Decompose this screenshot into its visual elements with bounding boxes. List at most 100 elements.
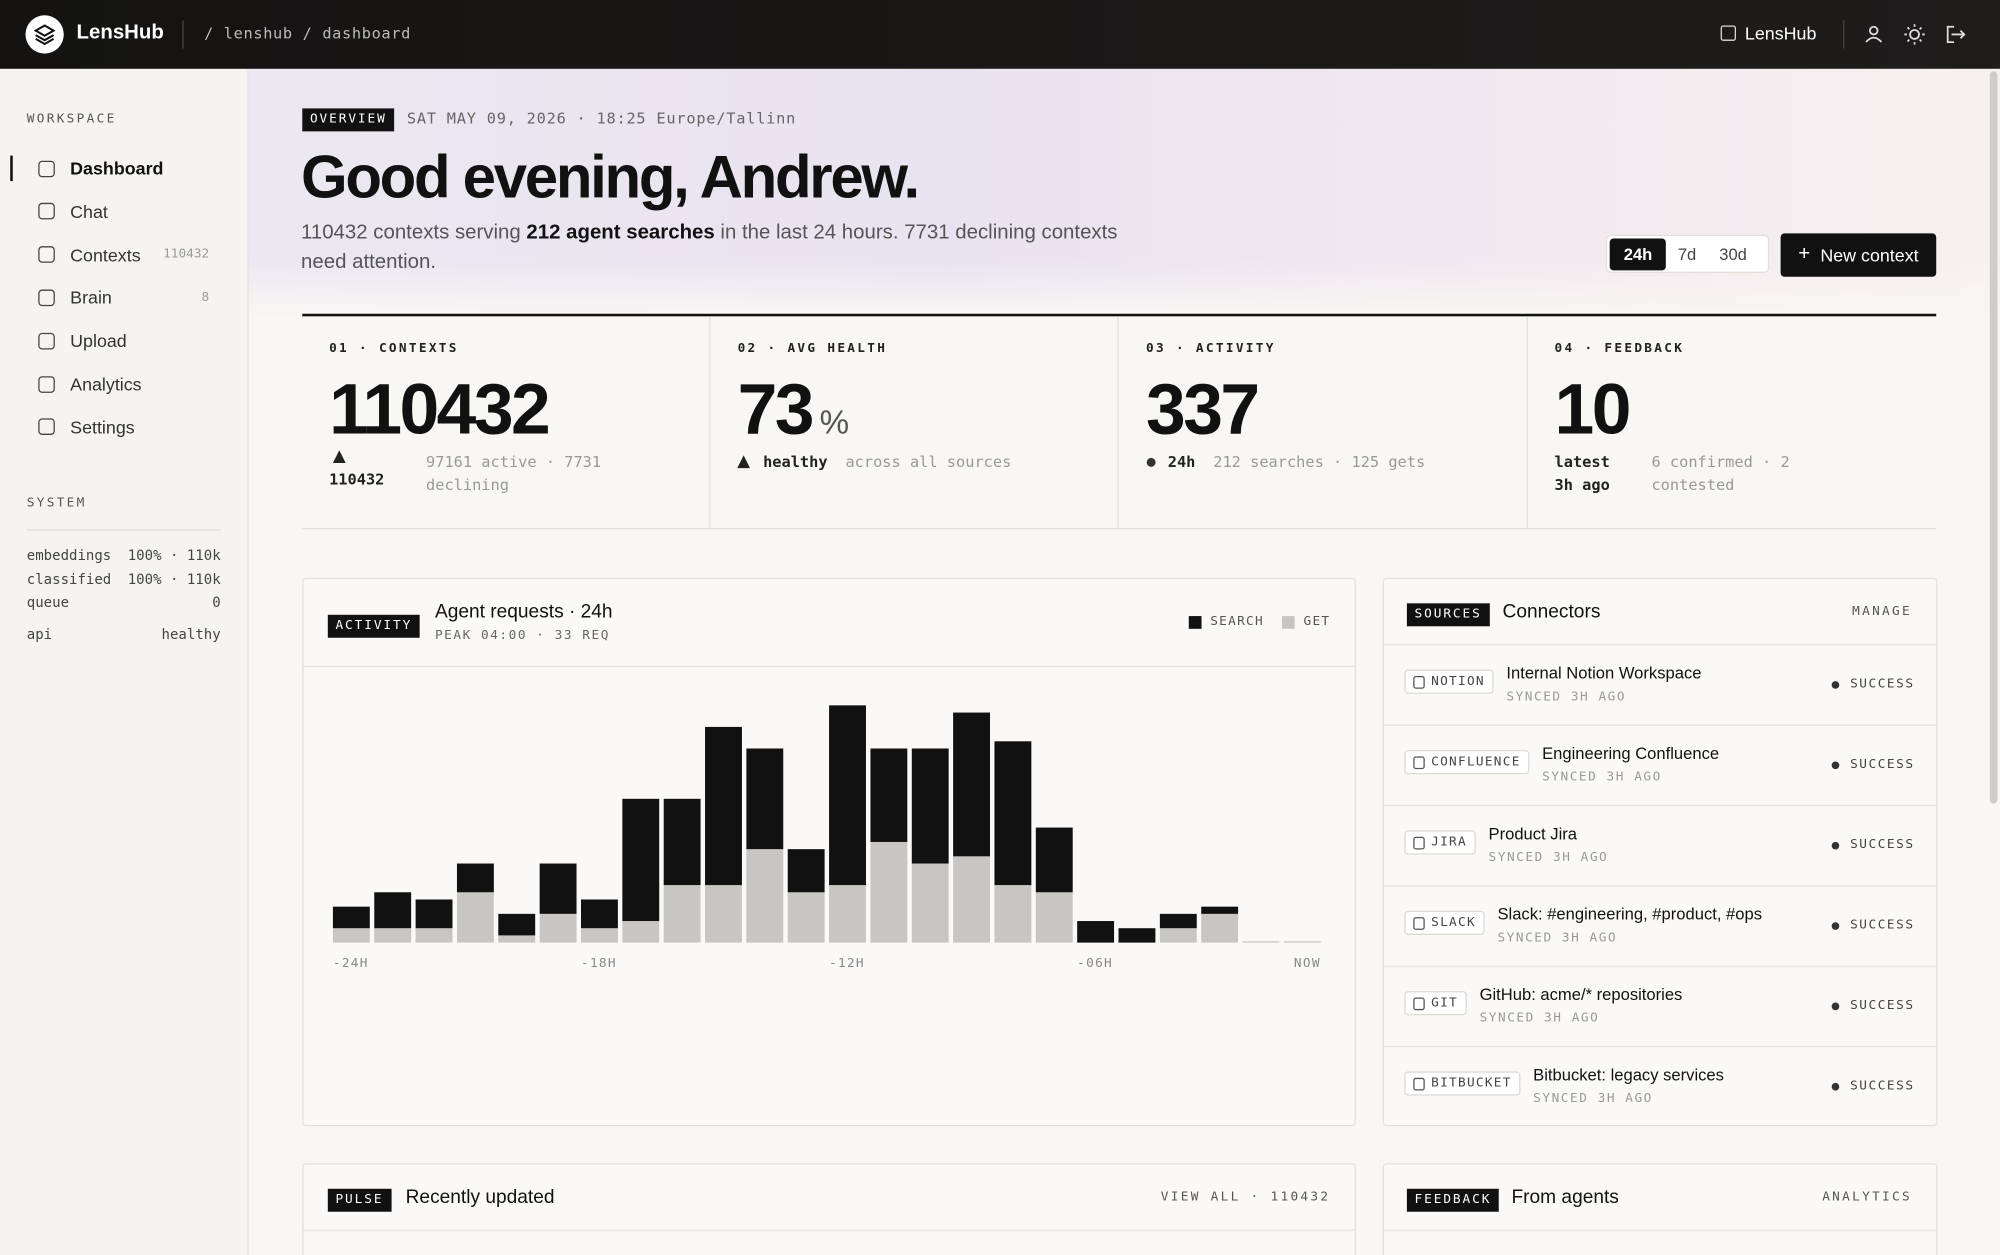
status-dot [1832, 1082, 1840, 1090]
kind-icon [1413, 916, 1425, 930]
nav-icon [38, 203, 55, 220]
legend-item[interactable]: GET [1281, 615, 1331, 629]
panel-header: SOURCES Connectors MANAGE [1383, 579, 1937, 646]
section-label: SYSTEM [26, 496, 87, 511]
trend-up-icon [737, 455, 751, 469]
logo[interactable] [25, 15, 64, 54]
range-option[interactable]: 24h [1609, 237, 1667, 270]
system-row: classified 100% · 110k [27, 571, 221, 588]
bar-segment [911, 748, 949, 864]
status-dot [1832, 921, 1840, 930]
tag: SOURCES [1406, 603, 1490, 627]
stat-meta: latest 3h ago 6 confirmed · 2 contested [1555, 450, 1936, 496]
rule [302, 313, 1937, 317]
nav-label: Contexts [70, 244, 141, 265]
status-label: SUCCESS [1850, 1079, 1915, 1094]
stat-label: 04 · FEEDBACK [1554, 341, 1685, 356]
bar-segment [787, 892, 825, 943]
connector-name: GitHub: acme/* repositories [1479, 984, 1683, 1004]
connectors-panel: SOURCES Connectors MANAGE NOTION Internal… [1382, 577, 1938, 1127]
logout-icon[interactable] [1946, 25, 1966, 43]
connector-row[interactable]: GIT GitHub: acme/* repositories SYNCED 3H … [1383, 966, 1937, 1048]
stat-card: 04 · FEEDBACK 10 latest 3h ago 6 confirmed … [1528, 316, 1936, 528]
bar-segment [953, 856, 991, 943]
panel-title: From agents [1511, 1186, 1619, 1208]
bar-segment [870, 841, 908, 943]
bar-segment [1159, 928, 1197, 943]
bar-segment [953, 712, 991, 857]
stat-note: healthy [737, 450, 828, 473]
connector-row[interactable]: SLACK Slack: #engineering, #product, #ops… [1383, 885, 1937, 967]
nav-item[interactable]: Chat [0, 192, 247, 230]
connector-kind: SLACK [1404, 910, 1485, 935]
nav-item[interactable]: Contexts 110432 [0, 235, 247, 273]
nav-item[interactable]: Upload [0, 322, 247, 360]
bar-segment [1035, 892, 1073, 943]
analytics-link[interactable]: ANALYTICS [1822, 1190, 1912, 1205]
bar-segment [1201, 913, 1239, 943]
sidebar: WORKSPACE Dashboard Chat Contexts 110432 Bra… [0, 68, 249, 1255]
range-option[interactable]: 7d [1677, 244, 1697, 264]
kind-icon [1413, 996, 1425, 1010]
timestamp: SAT MAY 09, 2026 · 18:25 Europe/Tallinn [406, 109, 797, 128]
connector-name: Internal Notion Workspace [1506, 663, 1702, 683]
greeting: Good evening, Andrew. [301, 142, 920, 211]
legend: SEARCH GET [1171, 615, 1331, 629]
connector-row[interactable]: BITBUCKET Bitbucket: legacy services SYNCE… [1384, 1046, 1936, 1125]
new-context-button[interactable]: + New context [1780, 233, 1937, 277]
connector-row[interactable]: CONFLUENCE Engineering Confluence SYNCED 3… [1383, 724, 1937, 807]
pulse-panel: PULSE Recently updated VIEW ALL · 110432 [302, 1163, 1356, 1255]
connector-synced: SYNCED 3H AGO [1497, 931, 1618, 946]
stat-note: 110432 [329, 450, 408, 496]
bar-segment [994, 741, 1032, 886]
system-row: queue 0 [27, 594, 221, 611]
view-all-link[interactable]: VIEW ALL · 110432 [1160, 1190, 1331, 1205]
divider [1843, 20, 1845, 49]
connector-name: Bitbucket: legacy services [1533, 1065, 1724, 1085]
system-key: queue [26, 594, 70, 611]
status-label: SUCCESS [1850, 677, 1915, 692]
scrollbar[interactable] [1989, 71, 1998, 804]
bar-segment [1201, 906, 1239, 914]
nav-icon [38, 375, 55, 393]
status-label: SUCCESS [1850, 838, 1915, 853]
nav-item[interactable]: Brain 8 [0, 279, 247, 317]
theme-icon[interactable] [1909, 29, 1920, 40]
stat-meta: 24h 212 searches · 125 gets [1146, 450, 1526, 473]
empty-bar [1242, 941, 1280, 943]
stat-number: 10 [1554, 368, 1632, 449]
connector-row[interactable]: NOTION Internal Notion Workspace SYNCED 3H… [1383, 644, 1937, 726]
stat-number: 110432 [329, 368, 551, 449]
nav-item[interactable]: Settings [0, 408, 247, 446]
nav-badge: 8 [201, 290, 210, 305]
stat-note-text: latest 3h ago [1554, 452, 1610, 494]
bar-segment [994, 885, 1032, 943]
nav-item[interactable]: Dashboard [0, 149, 247, 187]
status-dot [1146, 457, 1155, 467]
connector-name: Slack: #engineering, #product, #ops [1497, 904, 1763, 924]
panel-header: FEEDBACK From agents ANALYTICS [1383, 1165, 1937, 1231]
brand[interactable]: LensHub [76, 21, 164, 44]
stat-note: latest 3h ago [1555, 450, 1634, 496]
connector-row[interactable]: JIRA Product Jira SYNCED 3H AGO SUCCESS [1383, 805, 1937, 887]
manage-link[interactable]: MANAGE [1852, 604, 1912, 619]
range-selector: 24h 7d 30d [1605, 234, 1770, 273]
legend-item[interactable]: SEARCH [1188, 615, 1264, 629]
nav-item[interactable]: Analytics [0, 365, 247, 403]
connector-kind: GIT [1404, 991, 1467, 1016]
bar-segment [663, 798, 701, 886]
x-tick-label: NOW [1294, 956, 1321, 971]
kind-label: BITBUCKET [1431, 1076, 1512, 1091]
workspace-switcher[interactable]: LensHub [1744, 22, 1817, 44]
stat-number: 337 [1146, 368, 1260, 449]
nav-label: Upload [70, 330, 127, 352]
breadcrumb[interactable]: / lenshub / dashboard [204, 24, 411, 43]
stat-detail: 212 searches · 125 gets [1213, 452, 1426, 471]
panel-subtitle: PEAK 04:00 · 33 REQ [434, 628, 610, 643]
status-label: SUCCESS [1850, 998, 1915, 1013]
user-icon[interactable] [1869, 25, 1879, 36]
range-option[interactable]: 30d [1719, 244, 1747, 264]
intro: 110432 contexts serving 212 agent search… [301, 218, 1156, 277]
